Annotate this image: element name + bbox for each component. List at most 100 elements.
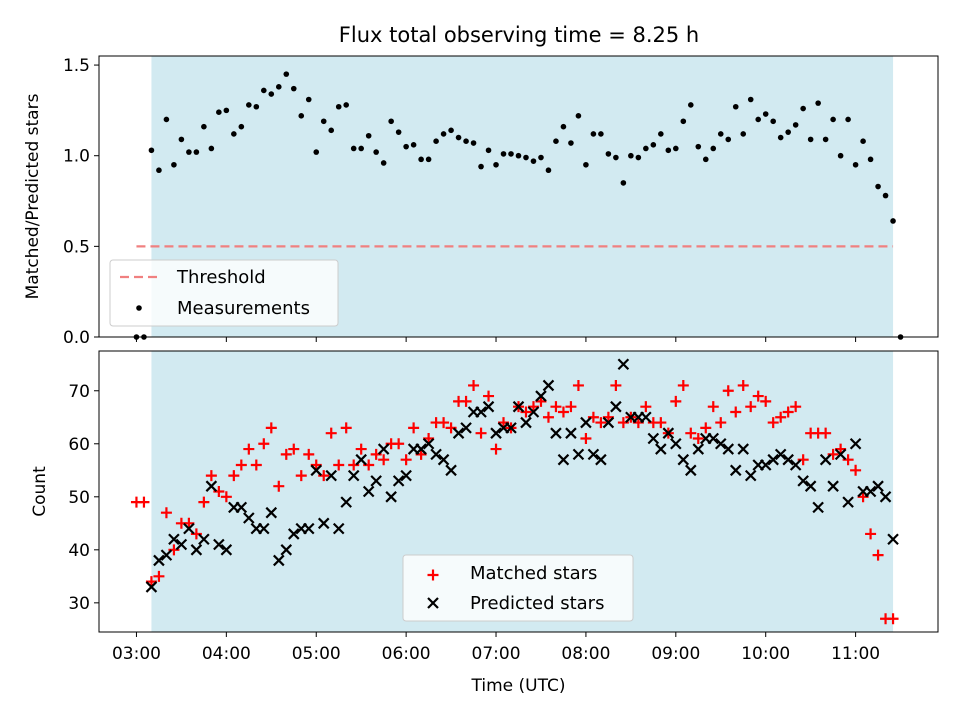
predicted-star-point <box>415 443 427 455</box>
measurement-point <box>695 143 702 150</box>
measurement-point <box>792 122 799 128</box>
predicted-star-point <box>520 416 532 429</box>
measurement-point <box>740 131 747 137</box>
matched-star-point <box>333 459 345 471</box>
legend-label: Matched stars <box>470 563 597 584</box>
predicted-star-point <box>655 443 667 455</box>
measurement-point <box>350 145 357 152</box>
matched-star-point <box>887 613 899 625</box>
measurement-point <box>882 192 889 199</box>
measurement-point <box>875 183 881 190</box>
measurement-point <box>890 218 896 224</box>
predicted-star-point <box>617 358 630 371</box>
predicted-star-point <box>774 448 787 461</box>
predicted-star-point <box>842 496 854 508</box>
predicted-star-point <box>355 453 367 466</box>
measurement-point <box>148 147 155 154</box>
matched-star-point <box>760 395 772 407</box>
measurement-point <box>687 102 694 108</box>
measurement-point <box>493 161 499 168</box>
measurement-point <box>216 109 222 115</box>
predicted-star-point <box>325 469 338 482</box>
predicted-star-point <box>662 427 675 439</box>
legend-predicted-swatch <box>427 597 439 609</box>
measurement-point <box>800 105 806 112</box>
predicted-star-point <box>737 443 750 455</box>
matched-star-point <box>340 422 352 434</box>
y-axis-label: Matched/Predicted stars <box>23 93 43 299</box>
measurement-point <box>156 167 162 174</box>
predicted-star-point <box>550 427 562 439</box>
predicted-star-point <box>572 448 585 461</box>
predicted-star-point <box>317 517 330 530</box>
predicted-star-point <box>145 581 158 593</box>
measurement-point <box>665 147 672 154</box>
matched-star-point <box>602 411 614 423</box>
predicted-star-point <box>587 448 600 461</box>
matched-star-point <box>393 438 405 450</box>
predicted-star-point <box>670 438 682 450</box>
x-tick-label: 04:00 <box>202 644 251 664</box>
matched-star-point <box>280 448 292 460</box>
matched-star-point <box>767 417 779 429</box>
measurement-point <box>613 154 619 161</box>
legend-measurement-swatch <box>136 305 142 311</box>
measurement-point <box>223 107 230 114</box>
measurement-point <box>538 154 544 161</box>
measurement-point <box>710 145 717 152</box>
panel-ratio: 0.0 0.5 1.0 1.5 Matched/Predicted stars Thres… <box>23 55 939 348</box>
matched-star-point <box>235 459 247 471</box>
chart-title: Flux total observing time = 8.25 h <box>339 23 699 47</box>
measurement-point <box>845 116 851 123</box>
measurement-point <box>201 123 207 130</box>
measurement-point <box>380 160 387 166</box>
predicted-star-point <box>505 422 517 434</box>
predicted-star-point <box>273 554 285 567</box>
matched-star-point <box>138 496 150 508</box>
measurement-point <box>328 127 335 134</box>
matched-star-point <box>310 459 322 471</box>
measurement-point <box>478 163 484 170</box>
predicted-star-point <box>580 416 592 429</box>
measurement-point <box>463 138 469 145</box>
legend-label: Predicted stars <box>470 593 604 614</box>
matched-star-point <box>220 491 232 503</box>
measurement-point <box>440 131 447 137</box>
matched-star-point <box>707 401 719 413</box>
matched-star-point <box>400 454 412 466</box>
measurement-point <box>583 161 589 168</box>
predicted-star-point <box>714 438 727 450</box>
measurement-point <box>777 134 784 141</box>
measurement-point <box>283 71 290 77</box>
predicted-star-point <box>302 522 315 535</box>
predicted-star-point <box>527 406 540 418</box>
measurement-point <box>508 151 514 157</box>
predicted-star-point <box>872 480 884 492</box>
matched-star-point <box>640 401 652 413</box>
predicted-star-point <box>887 533 899 545</box>
legend-label: Measurements <box>177 298 310 319</box>
predicted-star-point <box>340 496 352 508</box>
matched-star-point <box>527 401 539 413</box>
legend-matched-swatch <box>427 569 439 581</box>
legend-label: Threshold <box>176 267 266 288</box>
measurement-point <box>755 116 762 123</box>
measurement-point <box>373 149 379 155</box>
predicted-star-point <box>430 448 442 461</box>
measurement-point <box>575 113 582 119</box>
matched-star-point <box>835 443 847 455</box>
predicted-star-point <box>265 506 278 519</box>
predicted-star-point <box>849 438 862 450</box>
matched-star-point <box>715 417 727 429</box>
y-tick-label: 50 <box>68 488 90 508</box>
predicted-star-point <box>153 554 165 567</box>
matched-star-point <box>303 448 315 460</box>
measurement-point <box>860 138 866 145</box>
predicted-star-point <box>879 491 892 503</box>
matched-star-point <box>730 406 742 418</box>
matched-star-point <box>572 379 584 391</box>
matched-star-point <box>610 379 622 391</box>
measurement-point <box>388 118 394 125</box>
matched-star-point <box>535 395 547 407</box>
measurement-point <box>568 140 574 146</box>
